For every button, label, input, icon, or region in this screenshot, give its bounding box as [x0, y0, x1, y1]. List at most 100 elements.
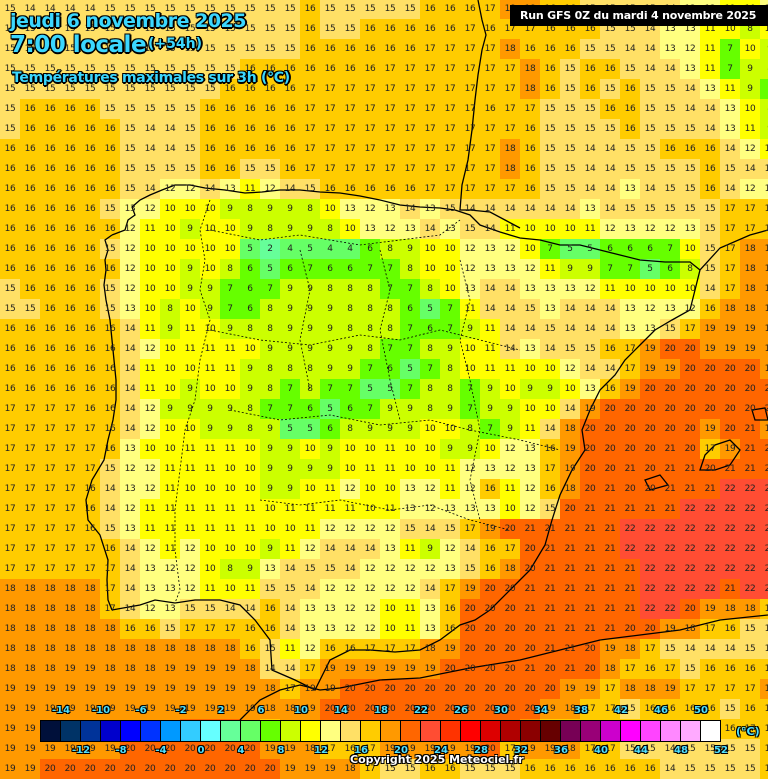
- grid-value: 18: [124, 664, 136, 674]
- grid-value: 17: [324, 84, 336, 94]
- grid-cell: [340, 219, 360, 239]
- grid-value: 14: [764, 624, 768, 634]
- grid-cell: [0, 219, 20, 239]
- grid-value: 17: [24, 564, 36, 574]
- grid-cell: [260, 279, 280, 299]
- grid-value: 16: [244, 144, 256, 154]
- grid-value: 15: [564, 184, 576, 194]
- grid-value: 16: [704, 184, 716, 194]
- grid-value: 14: [504, 344, 516, 354]
- grid-value: 22: [724, 504, 736, 514]
- grid-cell: [180, 119, 200, 139]
- grid-cell: [120, 139, 140, 159]
- grid-cell: [180, 19, 200, 39]
- grid-value: 15: [524, 304, 536, 314]
- grid-value: 17: [624, 664, 636, 674]
- grid-cell: [100, 39, 120, 59]
- grid-value: 10: [164, 264, 176, 274]
- grid-cell: [720, 199, 740, 219]
- grid-value: 16: [44, 184, 56, 194]
- grid-cell: [740, 139, 760, 159]
- legend-label: 4: [237, 745, 245, 756]
- grid-value: 18: [764, 244, 768, 254]
- grid-cell: [360, 19, 380, 39]
- grid-value: 12: [144, 544, 156, 554]
- grid-value: 9: [167, 324, 173, 334]
- grid-value: 16: [44, 264, 56, 274]
- grid-value: 12: [364, 204, 376, 214]
- grid-cell: [200, 219, 220, 239]
- grid-value: 10: [464, 364, 476, 374]
- grid-cell: [40, 19, 60, 39]
- grid-value: 18: [84, 644, 96, 654]
- grid-value: 16: [404, 44, 416, 54]
- grid-value: 12: [464, 484, 476, 494]
- grid-value: 20: [584, 424, 596, 434]
- grid-cell: [400, 219, 420, 239]
- grid-value: 21: [564, 544, 576, 554]
- grid-cell: [0, 139, 20, 159]
- grid-value: 21: [604, 564, 616, 574]
- grid-value: 11: [284, 544, 296, 554]
- grid-value: 16: [364, 24, 376, 34]
- grid-value: 22: [684, 564, 696, 574]
- grid-value: 9: [287, 324, 293, 334]
- grid-cell: [640, 139, 660, 159]
- grid-cell: [580, 139, 600, 159]
- grid-cell: [360, 159, 380, 179]
- grid-value: 11: [704, 64, 716, 74]
- grid-value: 12: [364, 524, 376, 534]
- grid-value: 14: [124, 544, 136, 554]
- grid-value: 10: [524, 404, 536, 414]
- grid-value: 15: [264, 4, 276, 14]
- grid-value: 13: [584, 384, 596, 394]
- grid-value: 10: [524, 244, 536, 254]
- grid-value: 14: [124, 324, 136, 334]
- grid-value: 19: [724, 324, 736, 334]
- grid-value: 17: [44, 544, 56, 554]
- grid-cell: [280, 59, 300, 79]
- grid-cell: [760, 239, 768, 259]
- grid-cell: [280, 159, 300, 179]
- grid-cell: [680, 179, 700, 199]
- grid-value: 18: [184, 644, 196, 654]
- grid-cell: [140, 199, 160, 219]
- grid-value: 20: [624, 404, 636, 414]
- grid-cell: [160, 199, 180, 219]
- grid-value: 16: [584, 764, 596, 774]
- grid-value: 21: [684, 464, 696, 474]
- grid-value: 9: [287, 284, 293, 294]
- grid-value: 21: [544, 564, 556, 574]
- grid-value: 16: [564, 44, 576, 54]
- grid-value: 15: [644, 164, 656, 174]
- grid-value: 20: [424, 684, 436, 694]
- grid-value: 11: [244, 504, 256, 514]
- grid-value: 7: [727, 64, 733, 74]
- grid-value: 11: [404, 544, 416, 554]
- grid-value: 20: [264, 764, 276, 774]
- grid-value: 14: [484, 224, 496, 234]
- grid-value: 10: [224, 584, 236, 594]
- grid-value: 17: [84, 424, 96, 434]
- grid-value: 14: [704, 284, 716, 294]
- grid-value: 19: [744, 344, 756, 354]
- grid-cell: [560, 259, 580, 279]
- grid-value: 9: [187, 224, 193, 234]
- grid-value: 15: [664, 164, 676, 174]
- grid-cell: [140, 99, 160, 119]
- grid-value: 19: [624, 384, 636, 394]
- grid-value: 7: [287, 384, 293, 394]
- grid-cell: [200, 159, 220, 179]
- grid-value: 9: [287, 224, 293, 234]
- legend-swatch: [541, 721, 561, 741]
- grid-cell: [160, 159, 180, 179]
- grid-value: 16: [664, 144, 676, 154]
- grid-value: 11: [504, 224, 516, 234]
- grid-cell: [740, 59, 760, 79]
- grid-value: 19: [404, 664, 416, 674]
- grid-value: 20: [504, 524, 516, 534]
- grid-value: 17: [404, 84, 416, 94]
- grid-value: 22: [724, 484, 736, 494]
- grid-value: 15: [24, 304, 36, 314]
- grid-value: 16: [44, 224, 56, 234]
